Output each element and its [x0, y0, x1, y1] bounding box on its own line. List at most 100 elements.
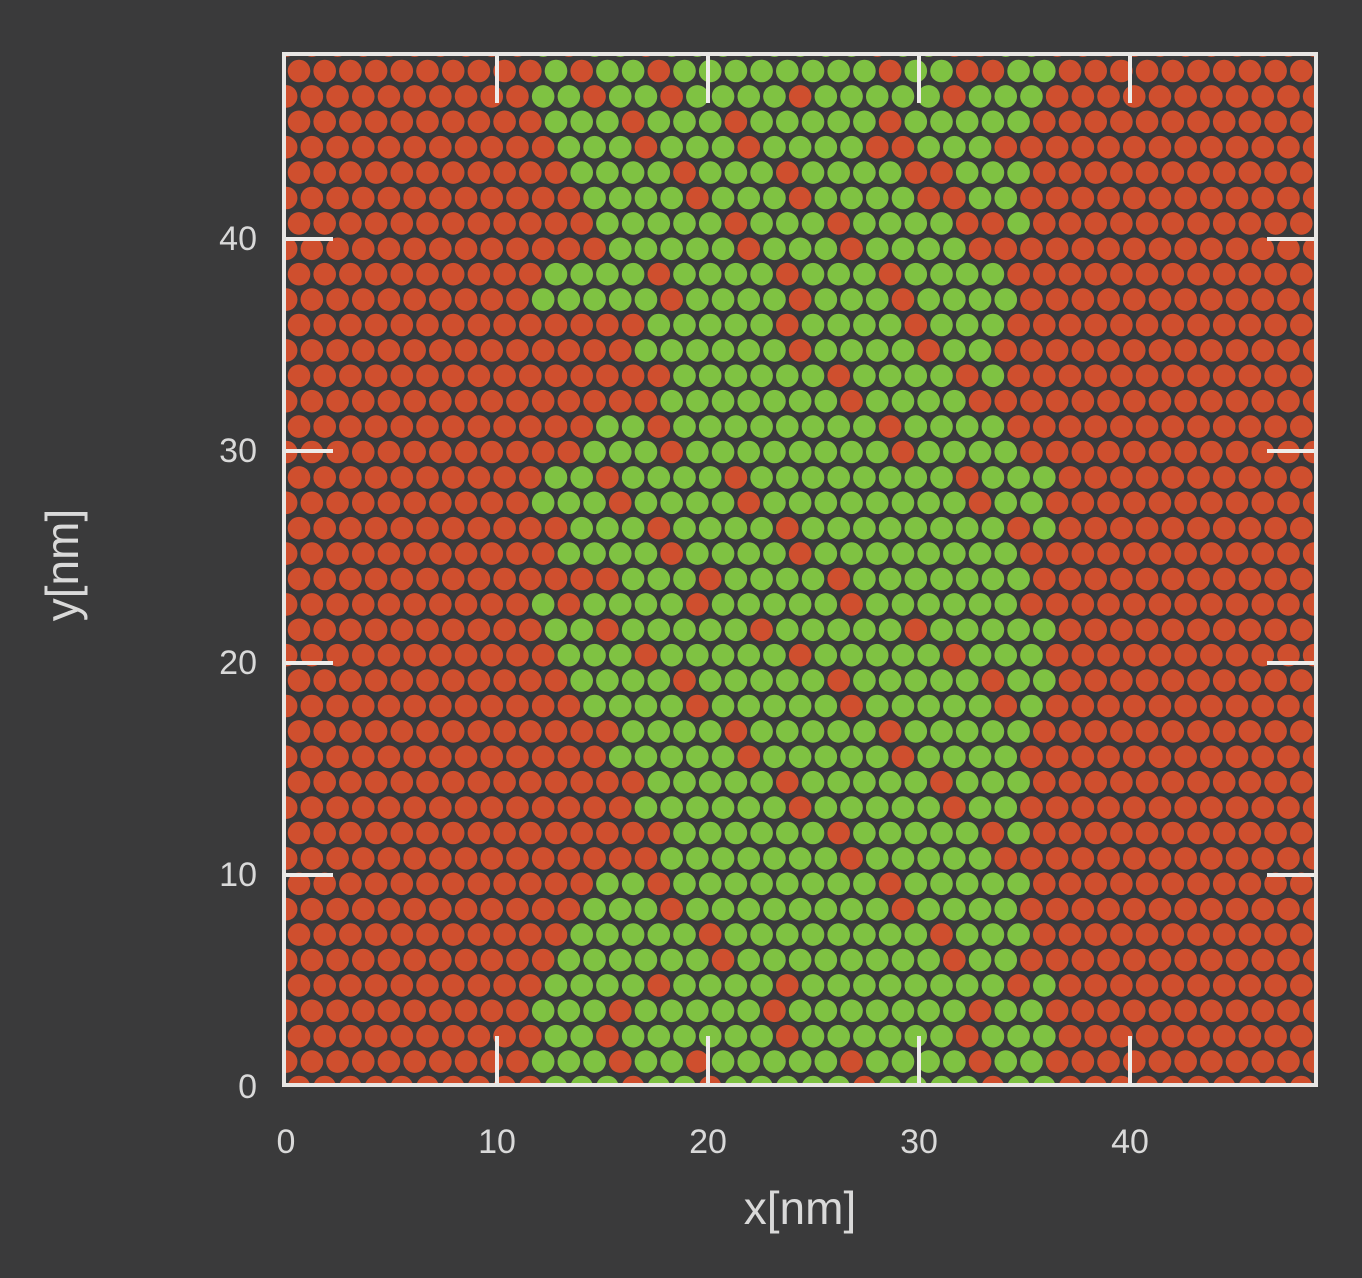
atom-dot-atom-type-A: [435, 56, 445, 57]
atom-dot-atom-type-B: [615, 56, 625, 57]
atom-dot-atom-type-B: [570, 516, 593, 540]
atom-dot-atom-type-A: [286, 186, 298, 210]
atom-dot-atom-type-B: [763, 1050, 786, 1073]
atom-dot-atom-type-B: [544, 110, 568, 134]
atom-dot-atom-type-A: [1110, 923, 1133, 946]
atom-dot-atom-type-B: [744, 56, 754, 57]
atom-dot-atom-type-B: [686, 542, 709, 565]
atom-dot-atom-type-B: [647, 669, 671, 692]
atom-dot-atom-type-B: [1007, 161, 1030, 184]
atom-dot-atom-type-A: [788, 288, 812, 311]
atom-dot-atom-type-B: [725, 1075, 747, 1083]
atom-dot-atom-type-B: [853, 313, 876, 337]
atom-dot-atom-type-A: [1148, 643, 1172, 667]
atom-dot-atom-type-A: [1110, 161, 1133, 184]
y-tick-mark-right: [1267, 449, 1314, 453]
atom-dot-atom-type-A: [326, 491, 349, 515]
atom-dot-atom-type-A: [1251, 542, 1275, 565]
atom-dot-atom-type-A: [1122, 186, 1146, 210]
atom-dot-atom-type-B: [827, 618, 850, 642]
atom-dot-atom-type-A: [1251, 85, 1275, 108]
atom-dot-atom-type-A: [557, 389, 581, 413]
atom-dot-atom-type-A: [776, 974, 799, 997]
atom-dot-atom-type-A: [1135, 770, 1159, 794]
atom-dot-atom-type-B: [827, 161, 850, 184]
atom-dot-atom-type-A: [493, 821, 516, 845]
atom-dot-atom-type-A: [1122, 135, 1146, 159]
atom-dot-atom-type-A: [467, 618, 491, 642]
atom-dot-atom-type-A: [364, 415, 388, 438]
atom-dot-atom-type-A: [333, 56, 342, 57]
atom-dot-atom-type-A: [1007, 262, 1030, 286]
atom-dot-atom-type-A: [994, 135, 1018, 159]
atom-dot-atom-type-A: [1045, 999, 1069, 1023]
atom-dot-atom-type-A: [390, 59, 414, 83]
atom-dot-atom-type-B: [634, 186, 658, 210]
atom-dot-atom-type-B: [634, 85, 658, 108]
y-axis-title: y[nm]: [36, 508, 88, 622]
atom-dot-atom-type-A: [506, 796, 529, 819]
atom-dot-atom-type-B: [660, 999, 683, 1023]
atom-dot-atom-type-A: [1174, 389, 1197, 413]
atom-dot-atom-type-A: [286, 237, 298, 261]
y-tick-mark-left: [286, 661, 333, 665]
atom-dot-atom-type-A: [1097, 643, 1120, 667]
atom-dot-atom-type-A: [441, 364, 465, 388]
atom-dot-atom-type-A: [377, 288, 401, 311]
atom-dot-atom-type-A: [506, 694, 529, 718]
atom-dot-atom-type-A: [326, 542, 349, 565]
atom-dot-atom-type-A: [570, 59, 593, 83]
atom-dot-atom-type-B: [865, 186, 889, 210]
atom-dot-atom-type-A: [1251, 847, 1275, 870]
atom-dot-atom-type-B: [750, 262, 773, 286]
atom-dot-atom-type-A: [377, 389, 401, 413]
atom-dot-atom-type-A: [975, 56, 985, 57]
atom-dot-atom-type-B: [917, 643, 940, 667]
atom-dot-atom-type-A: [1071, 440, 1095, 464]
atom-dot-atom-type-A: [1135, 923, 1159, 946]
atom-dot-atom-type-A: [364, 313, 388, 337]
atom-dot-atom-type-A: [1302, 796, 1314, 819]
atom-dot-atom-type-A: [416, 59, 439, 83]
atom-dot-atom-type-A: [416, 364, 439, 388]
atom-dot-atom-type-B: [750, 821, 773, 845]
atom-dot-atom-type-A: [403, 999, 426, 1023]
atom-dot-atom-type-B: [981, 1024, 1005, 1048]
atom-dot-atom-type-B: [814, 1050, 838, 1073]
x-tick-label: 0: [276, 1123, 296, 1161]
atom-dot-atom-type-A: [313, 1024, 336, 1048]
atom-dot-atom-type-A: [429, 339, 452, 362]
atom-dot-atom-type-A: [390, 466, 414, 489]
atom-dot-atom-type-A: [441, 770, 465, 794]
atom-dot-atom-type-A: [287, 516, 311, 540]
atom-dot-atom-type-B: [608, 85, 632, 108]
atom-dot-atom-type-A: [1187, 415, 1210, 438]
atom-dot-atom-type-A: [493, 313, 516, 337]
atom-dot-atom-type-B: [904, 567, 928, 591]
atom-dot-atom-type-B: [814, 135, 838, 159]
atom-dot-atom-type-A: [493, 974, 516, 997]
atom-dot-atom-type-A: [1033, 212, 1056, 235]
atom-dot-atom-type-A: [1258, 56, 1268, 57]
atom-dot-atom-type-A: [1238, 923, 1262, 946]
atom-dot-atom-type-A: [1174, 440, 1197, 464]
atom-dot-atom-type-A: [1290, 1024, 1313, 1048]
atom-dot-atom-type-A: [531, 745, 555, 769]
atom-dot-atom-type-B: [1007, 466, 1030, 489]
atom-dot-atom-type-B: [660, 745, 683, 769]
atom-dot-atom-type-A: [596, 821, 619, 845]
atom-dot-atom-type-A: [326, 643, 349, 667]
atom-dot-atom-type-A: [390, 872, 414, 896]
atom-dot-atom-type-B: [981, 161, 1005, 184]
atom-dot-atom-type-A: [441, 212, 465, 235]
atom-dot-atom-type-A: [1058, 262, 1082, 286]
atom-dot-atom-type-A: [339, 1075, 361, 1083]
atom-dot-atom-type-A: [416, 212, 439, 235]
atom-dot-atom-type-A: [351, 593, 375, 616]
atom-dot-atom-type-B: [737, 288, 761, 311]
atom-dot-atom-type-A: [1007, 364, 1030, 388]
atom-dot-atom-type-B: [776, 669, 799, 692]
atom-dot-atom-type-A: [390, 110, 414, 134]
atom-dot-atom-type-A: [1058, 974, 1082, 997]
atom-dot-atom-type-B: [968, 135, 992, 159]
